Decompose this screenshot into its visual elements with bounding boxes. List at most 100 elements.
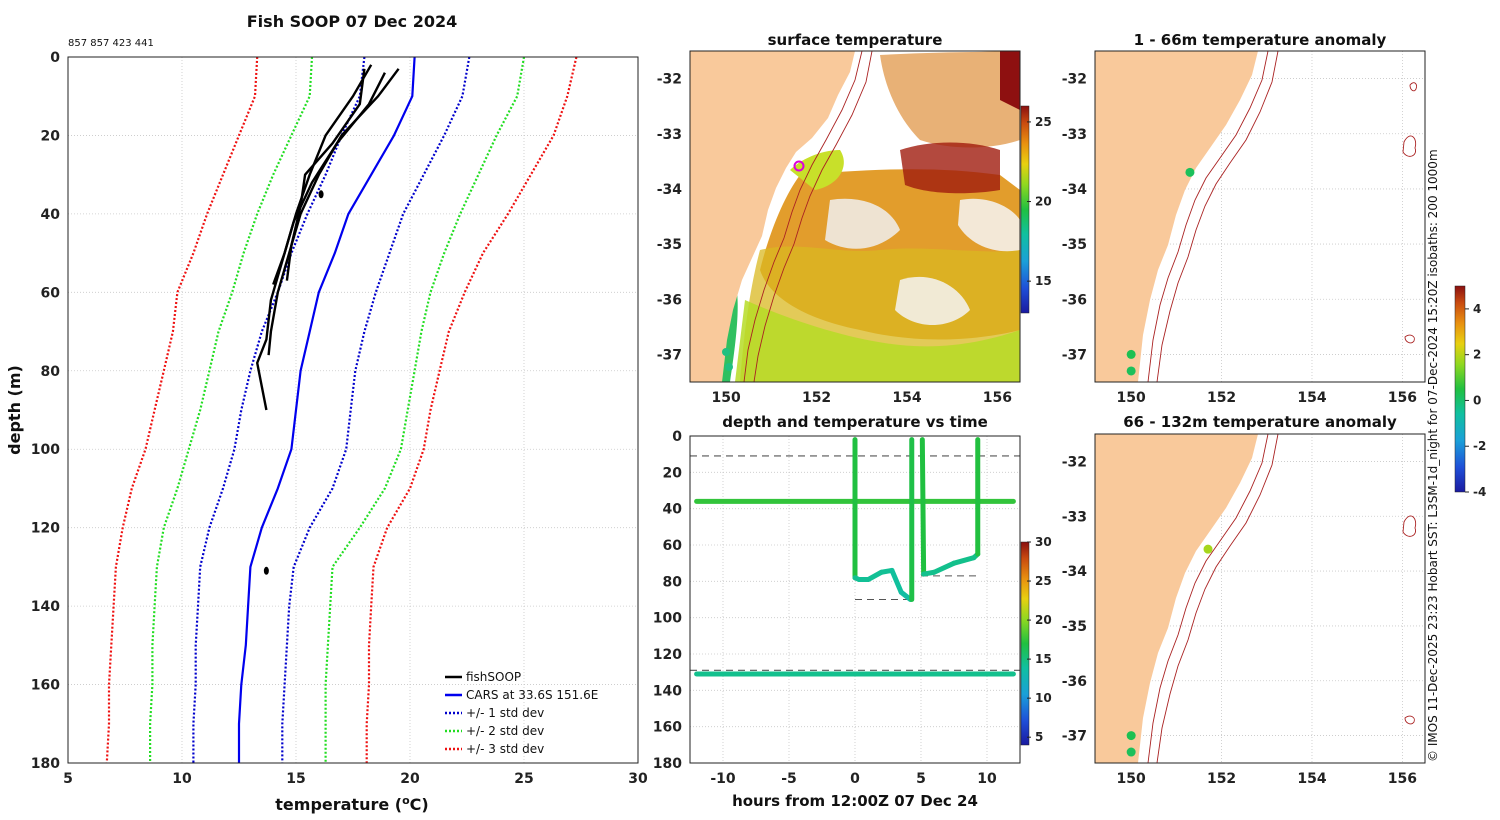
ts-xtick-label: 10 [977,771,997,787]
sst-xtick-label: 154 [892,390,921,406]
anom2-ytick-label: -36 [1062,674,1087,690]
anom2-xtick-label: 156 [1388,771,1417,787]
ts-ytick-label: 80 [663,574,683,590]
ts-ytick-label: 180 [653,756,682,772]
ts-segment [931,560,957,575]
anom1-frame [1094,50,1426,383]
anom2-point [1203,544,1213,554]
anom1-xtick-label: 150 [1117,390,1146,406]
ts-cb-tick-label: 20 [1035,613,1052,627]
anom2-seamount-2 [1404,715,1415,725]
anom1-isobath-1000 [1156,51,1279,382]
fish-cast-blob [263,566,269,575]
timeseries-ref-lines [690,455,1020,671]
anom1-ytick-label: -36 [1062,292,1087,308]
cast-ids: 857 857 423 441 [68,38,154,49]
anom-cb-tick-label: 4 [1473,302,1481,316]
fish-cast-line [256,72,386,411]
anom1-seamount-3 [1404,334,1415,344]
ts-ytick-label: 40 [663,502,683,518]
anom2-ytick-label: -33 [1062,509,1087,525]
ts-segment [919,437,927,577]
profile-legend: fishSOOP CARS at 33.6S 151.6E +/- 1 std … [445,670,598,756]
sst-isobath-1000 [753,51,873,382]
legend-label-std1: +/- 1 std dev [466,706,544,720]
sst-ytick-label: -32 [657,72,682,88]
sst-point-2 [725,363,733,371]
std1-high-line [281,57,471,763]
sst-title: surface temperature [768,31,943,49]
anomaly-colorbar [1454,285,1466,493]
anom1-ytick-label: -37 [1062,347,1087,363]
ts-segment [898,589,913,602]
anomaly-colorbar-ticks: -4 -2 0 2 4 [1465,302,1486,499]
ts-segment [889,567,904,595]
ts-cb-tick-label: 10 [1035,691,1052,705]
profile-ytick-label: 0 [50,50,60,66]
profile-xtick-label: 20 [400,771,420,787]
anom2-ytick-label: -34 [1062,564,1088,580]
sst-isobath-200 [743,51,863,382]
profile-xtick-label: 10 [172,771,192,787]
anom1-xtick-label: 152 [1207,390,1236,406]
anom-cb-tick-label: 0 [1473,393,1481,407]
timeseries-title: depth and temperature vs time [722,413,988,431]
timeseries-colorbar [1020,541,1030,746]
ts-cb-tick-label: 5 [1035,730,1043,744]
anom2-isobath-1000 [1156,434,1279,763]
profile-frame [67,56,639,764]
profile-ytick-label: 80 [41,364,61,380]
sst-ytick-label: -36 [657,292,682,308]
sst-xtick-label: 152 [802,390,831,406]
sst-north-patch [880,51,1020,148]
anom-cb-tick-label: -4 [1473,485,1486,499]
sst-ticks: 150 152 154 156 -32 -33 -34 -35 -36 -37 [657,72,1012,406]
anom1-title: 1 - 66m temperature anomaly [1134,31,1387,49]
anom2-ticks: 150 152 154 156 -32 -33 -34 -35 -36 -37 [1062,454,1417,787]
anom2-title: 66 - 132m temperature anomaly [1123,413,1397,431]
anom1-land [1095,51,1258,382]
ts-ytick-label: 120 [653,647,682,663]
sst-hot-corner [1000,51,1020,110]
anom1-points [1126,167,1195,376]
timeseries-series [694,437,1016,677]
sst-cb-tick-label: 25 [1035,115,1052,129]
profile-ytick-label: 20 [41,128,61,144]
std2-high-line [324,57,526,763]
anom1-point [1185,167,1195,177]
profile-ytick-label: 180 [31,756,60,772]
anom2-ytick-label: -35 [1062,619,1087,635]
anom1-xtick-label: 154 [1297,390,1326,406]
sst-cb-tick-label: 20 [1035,195,1052,209]
std3-high-line [365,57,578,763]
anom1-point [1126,349,1136,359]
legend-label-cars: CARS at 33.6S 151.6E [466,688,598,702]
anom2-frame [1094,433,1426,764]
cars-mean-line [237,57,416,763]
anom2-seamount-1 [1402,515,1417,537]
anom-cb-tick-label: 2 [1473,348,1481,362]
page-title: Fish SOOP 07 Dec 2024 [247,12,457,31]
anom2-xtick-label: 154 [1297,771,1326,787]
profile-ytick-label: 160 [31,678,60,694]
anom2-point [1126,731,1136,741]
sst-map-panel: surface temperature [657,31,1052,406]
sst-ytick-label: -33 [657,127,682,143]
profile-ytick-label: 60 [41,285,61,301]
ts-ytick-label: 100 [653,611,682,627]
credit-text: © IMOS 11-Dec-2025 23:23 Hobart SST: L3S… [1426,149,1440,762]
profile-xtick-label: 25 [514,771,533,787]
anom-cb-tick-label: -2 [1473,439,1486,453]
sst-ytick-label: -34 [657,182,683,198]
anom1-ytick-label: -33 [1062,127,1087,143]
anom1-xtick-label: 156 [1388,390,1417,406]
sst-ytick-label: -37 [657,347,682,363]
timeseries-colorbar-ticks: 5 10 15 20 25 30 [1027,535,1052,744]
profile-lines [105,57,578,763]
ts-cb-tick-label: 25 [1035,574,1052,588]
sst-colorbar [1020,105,1030,314]
fish-cast-line [267,68,400,356]
sst-hot-patch [900,142,1000,194]
timeseries-frame [689,435,1021,764]
